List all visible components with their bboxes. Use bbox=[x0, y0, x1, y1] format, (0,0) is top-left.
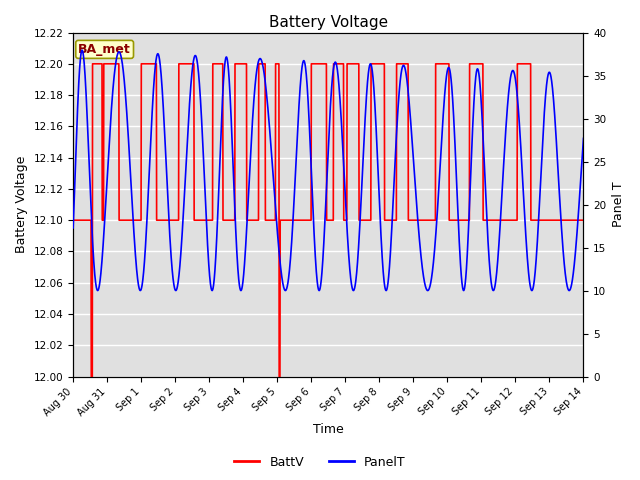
Title: Battery Voltage: Battery Voltage bbox=[269, 15, 388, 30]
Text: BA_met: BA_met bbox=[78, 43, 131, 56]
Y-axis label: Battery Voltage: Battery Voltage bbox=[15, 156, 28, 253]
X-axis label: Time: Time bbox=[313, 423, 344, 436]
Legend: BattV, PanelT: BattV, PanelT bbox=[229, 451, 411, 474]
Y-axis label: Panel T: Panel T bbox=[612, 182, 625, 228]
